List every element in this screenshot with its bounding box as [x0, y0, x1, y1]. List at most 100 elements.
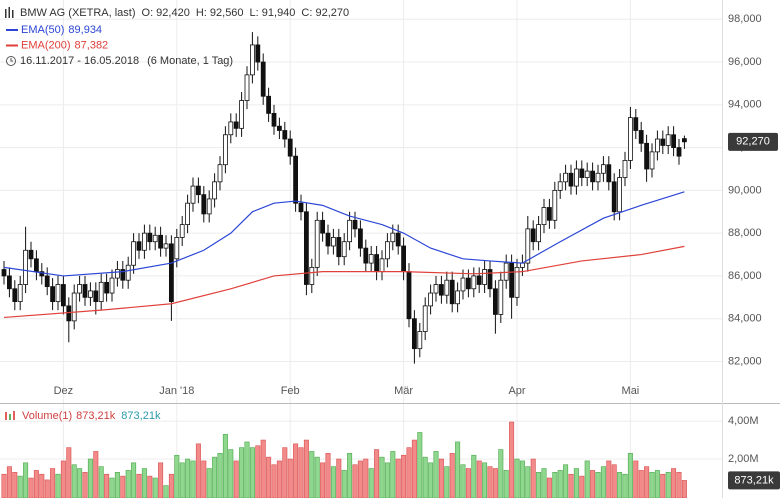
volume-bar	[39, 473, 45, 498]
volume-bar	[492, 468, 498, 498]
candle-body	[147, 232, 153, 243]
candle-body	[206, 198, 212, 215]
candle-body	[487, 269, 493, 290]
marks	[1, 32, 687, 498]
candle-body	[98, 281, 104, 303]
candle-body	[320, 219, 326, 234]
candle-body	[131, 241, 137, 266]
candle-body	[71, 292, 77, 322]
candle-body	[55, 284, 61, 303]
candle-body	[455, 290, 461, 305]
candle-body	[395, 232, 401, 247]
ohlc: O: 92,420	[142, 7, 190, 19]
candle-body	[271, 112, 277, 127]
volume-bar	[50, 468, 56, 498]
volume-bar	[438, 458, 444, 498]
volume-bar	[552, 472, 558, 498]
volume-bar	[23, 462, 29, 498]
volume-bar	[363, 458, 369, 498]
candle-body	[595, 172, 601, 183]
volume-bar	[395, 458, 401, 498]
candle-body	[276, 125, 282, 131]
candle-body	[574, 168, 579, 187]
volume-bar	[125, 470, 131, 498]
volume-bar	[374, 449, 380, 498]
volume-bar	[190, 460, 196, 498]
volume-bar	[260, 439, 266, 498]
volume-bar	[681, 480, 687, 498]
candle-body	[606, 164, 612, 183]
candle-body	[482, 269, 488, 285]
ema-line	[3, 191, 685, 277]
y-tick-label: 84,000	[728, 313, 762, 325]
candle-body	[401, 245, 407, 273]
legend-entry: EMA(200) 87,382	[21, 39, 108, 51]
volume-bar	[71, 464, 77, 498]
ohlc: L: 91,940	[250, 7, 296, 19]
candle-body	[336, 237, 342, 258]
candle-body	[104, 281, 109, 294]
volume-label: 873,21k	[76, 410, 116, 422]
volume-bar	[676, 472, 682, 498]
candle-body	[465, 277, 471, 290]
candle-body	[325, 232, 331, 247]
candle-body	[444, 279, 450, 296]
volume-bar	[233, 460, 239, 498]
legend-name: EMA(50)	[21, 24, 64, 36]
candle-body	[244, 74, 250, 101]
candle-body	[617, 177, 622, 213]
volume-bar	[201, 460, 207, 498]
candle-body	[12, 288, 18, 303]
volume-bar	[622, 473, 628, 498]
volume-bar	[17, 475, 23, 498]
volume-bar	[341, 470, 347, 498]
candle-body	[449, 279, 455, 305]
candle-body	[190, 185, 196, 204]
candle-body	[66, 305, 72, 322]
volume-bar	[1, 473, 7, 498]
volume-bar	[644, 466, 650, 498]
volume-bar	[147, 475, 153, 498]
candle-body	[352, 219, 358, 230]
candle-body	[282, 130, 288, 140]
candle-body	[579, 168, 585, 178]
candle-body	[509, 262, 515, 298]
candle-body	[357, 228, 363, 249]
candle-body	[136, 241, 142, 251]
legend-value: 87,382	[75, 39, 109, 51]
volume-bar	[244, 441, 250, 498]
volume-bar	[44, 479, 50, 498]
legend-entry: EMA(50) 89,934	[21, 24, 102, 36]
candle-body	[525, 228, 531, 264]
x-tick-label: Jan '18	[159, 385, 194, 397]
y-tick-label: 86,000	[728, 270, 762, 282]
candle-body	[115, 269, 120, 279]
candle-body	[77, 284, 82, 294]
candle-body	[141, 232, 147, 251]
volume-bar	[509, 421, 515, 498]
volume-bar	[114, 472, 120, 498]
volume-bar	[568, 473, 574, 498]
candle-body	[39, 271, 45, 277]
candle-body	[309, 266, 315, 285]
candle-body	[163, 243, 169, 249]
volume-bar	[239, 447, 245, 498]
volume-bar	[120, 475, 126, 498]
candle-body	[665, 134, 671, 146]
volume-bar	[379, 456, 385, 498]
candle-body	[411, 318, 417, 350]
volume-bar	[514, 458, 520, 498]
x-tick-label: Mai	[622, 385, 640, 397]
x-tick-label: Feb	[281, 385, 300, 397]
volume-bar	[163, 485, 169, 498]
candle-body	[417, 331, 423, 350]
volume-bar	[665, 472, 671, 498]
volume-bar	[185, 458, 191, 498]
volume-bar	[298, 447, 304, 498]
candle-body	[330, 237, 336, 247]
y-tick-label: 2,00M	[728, 453, 759, 465]
y-tick-label: 88,000	[728, 227, 762, 239]
candle-body	[233, 121, 239, 129]
last-volume-label: 873,21k	[734, 474, 774, 486]
candle-body	[249, 44, 255, 76]
